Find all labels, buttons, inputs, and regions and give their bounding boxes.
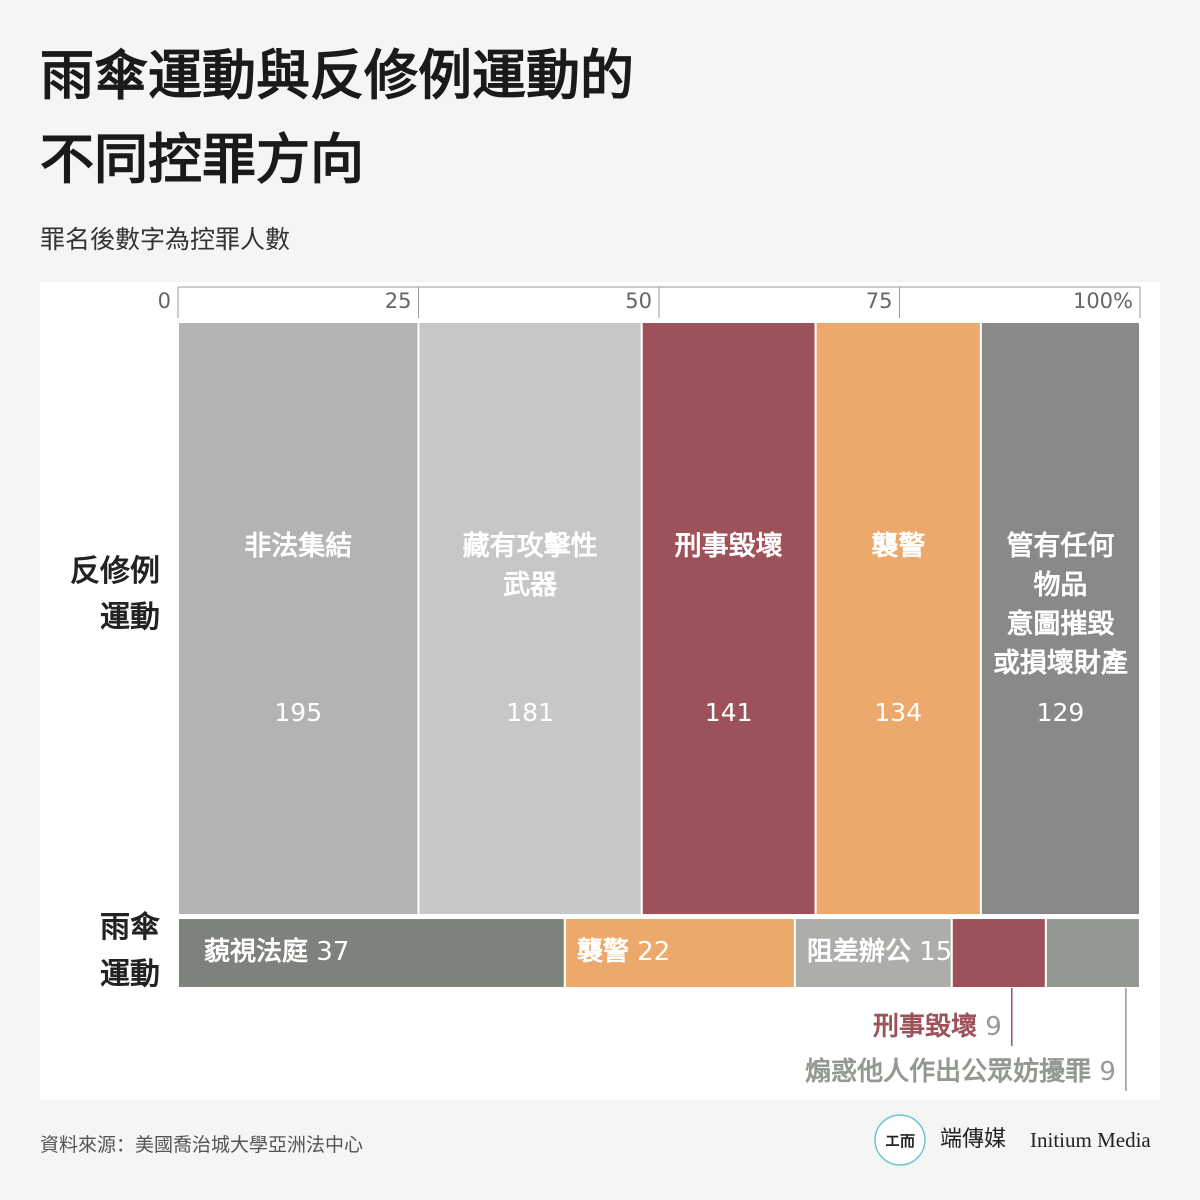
segment-label: 刑事毀壞	[674, 531, 783, 562]
segment	[563, 917, 796, 990]
title: 雨傘運動與反修例運動的 不同控罪方向	[40, 44, 634, 191]
value-label: 181	[506, 698, 554, 727]
value-label: 9	[985, 1012, 1002, 1042]
segment-label: 藏有攻擊性 武器	[462, 531, 598, 602]
segment-label: 管有任何 物品 意圖摧毀 或損壞財產	[992, 531, 1128, 680]
row-label: 反修例 運動	[70, 553, 160, 636]
value-label: 22	[637, 937, 671, 968]
value-label: 134	[874, 698, 923, 727]
x-tick-label: 0	[157, 289, 171, 313]
value-label: 141	[704, 698, 753, 727]
segment-label-group: 襲警 22	[577, 936, 670, 969]
logo-mark: エ而	[885, 1132, 915, 1150]
segment	[417, 321, 643, 917]
logo	[874, 1114, 926, 1166]
value-label: 129	[1036, 698, 1085, 727]
segment-label: 藐視法庭	[204, 937, 309, 968]
segment-label: 刑事毀壞	[872, 1012, 977, 1042]
segment-label: 阻差辦公	[806, 937, 911, 968]
segment	[1044, 917, 1142, 990]
segment	[640, 321, 817, 917]
x-tick-label: 25	[384, 289, 412, 313]
segment-label: 非法集結	[244, 531, 353, 562]
subtitle: 罪名後數字為控罪人數	[40, 225, 291, 254]
row-label: 雨傘 運動	[100, 910, 160, 992]
segment	[979, 321, 1142, 917]
segment-label-group: 阻差辦公 15	[807, 936, 952, 969]
segment	[814, 321, 982, 917]
source: 資料來源：美國喬治城大學亞洲法中心	[40, 1134, 364, 1156]
x-tick-label: 100%	[1072, 289, 1133, 313]
brand: 端傳媒	[940, 1127, 1007, 1152]
segment	[177, 321, 420, 917]
segment-label: 襲警	[871, 531, 926, 562]
segment	[950, 917, 1047, 990]
x-tick-label: 75	[865, 289, 893, 313]
value-label: 37	[316, 937, 350, 968]
segment-label: 襲警	[576, 937, 629, 968]
segment-label-group: 煽惑他人作出公眾妨擾罪 9	[805, 1056, 1116, 1089]
brand-en: Initium Media	[1030, 1128, 1151, 1152]
value-label: 9	[1099, 1057, 1116, 1087]
value-label: 15	[919, 937, 953, 968]
segment-label-group: 藐視法庭 37	[204, 936, 349, 969]
x-tick-label: 50	[625, 289, 652, 313]
value-label: 195	[274, 698, 323, 727]
segment-label: 煽惑他人作出公眾妨擾罪	[805, 1057, 1092, 1087]
segment-label-group: 刑事毀壞 9	[873, 1011, 1002, 1044]
